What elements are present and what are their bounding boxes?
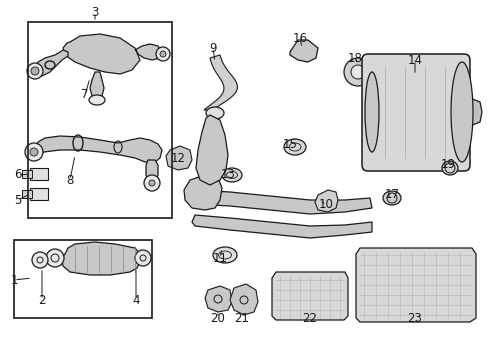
Polygon shape bbox=[204, 286, 231, 312]
Polygon shape bbox=[192, 215, 371, 238]
Bar bbox=[28, 22, 172, 218]
Polygon shape bbox=[192, 190, 371, 214]
Circle shape bbox=[149, 180, 155, 186]
Polygon shape bbox=[165, 146, 192, 170]
Text: 6: 6 bbox=[14, 168, 21, 181]
Polygon shape bbox=[34, 50, 68, 76]
Text: 13: 13 bbox=[220, 168, 235, 181]
Text: 4: 4 bbox=[132, 293, 140, 306]
Text: 1: 1 bbox=[10, 274, 18, 287]
Polygon shape bbox=[90, 72, 104, 98]
Ellipse shape bbox=[364, 72, 378, 152]
Text: 3: 3 bbox=[91, 5, 99, 18]
Circle shape bbox=[143, 175, 160, 191]
Text: 2: 2 bbox=[38, 293, 46, 306]
Circle shape bbox=[46, 249, 64, 267]
Text: 9: 9 bbox=[209, 41, 216, 54]
Text: 15: 15 bbox=[282, 139, 297, 152]
Text: 16: 16 bbox=[292, 31, 307, 45]
Circle shape bbox=[160, 51, 165, 57]
Text: 23: 23 bbox=[407, 311, 422, 324]
Polygon shape bbox=[196, 115, 227, 185]
Text: 21: 21 bbox=[234, 311, 249, 324]
Circle shape bbox=[25, 143, 43, 161]
Bar bbox=[22, 190, 32, 198]
Text: 17: 17 bbox=[384, 189, 399, 202]
Ellipse shape bbox=[284, 139, 305, 155]
Polygon shape bbox=[229, 284, 258, 315]
Polygon shape bbox=[355, 248, 475, 322]
Polygon shape bbox=[135, 44, 162, 60]
Text: 19: 19 bbox=[440, 158, 454, 171]
Bar bbox=[30, 168, 48, 180]
Text: 18: 18 bbox=[347, 51, 362, 64]
Ellipse shape bbox=[205, 107, 224, 119]
Ellipse shape bbox=[89, 95, 105, 105]
Bar bbox=[14, 240, 152, 318]
Ellipse shape bbox=[441, 161, 457, 175]
Text: 14: 14 bbox=[407, 54, 422, 67]
Circle shape bbox=[32, 252, 48, 268]
Circle shape bbox=[156, 47, 170, 61]
Polygon shape bbox=[459, 98, 481, 126]
Polygon shape bbox=[183, 175, 222, 210]
Circle shape bbox=[350, 65, 364, 79]
Text: 8: 8 bbox=[66, 174, 74, 186]
Circle shape bbox=[135, 250, 151, 266]
FancyBboxPatch shape bbox=[361, 54, 469, 171]
Text: 22: 22 bbox=[302, 311, 317, 324]
Ellipse shape bbox=[213, 247, 237, 263]
Circle shape bbox=[27, 63, 43, 79]
Polygon shape bbox=[32, 136, 162, 162]
Bar bbox=[30, 188, 48, 200]
Ellipse shape bbox=[382, 191, 400, 205]
Text: 20: 20 bbox=[210, 311, 225, 324]
Polygon shape bbox=[63, 34, 140, 74]
Circle shape bbox=[343, 58, 371, 86]
Polygon shape bbox=[146, 160, 158, 182]
Ellipse shape bbox=[450, 62, 472, 162]
Polygon shape bbox=[289, 40, 317, 62]
Circle shape bbox=[30, 148, 38, 156]
Circle shape bbox=[31, 67, 39, 75]
Text: 7: 7 bbox=[81, 89, 88, 102]
Text: 12: 12 bbox=[170, 152, 185, 165]
Polygon shape bbox=[62, 242, 140, 275]
Polygon shape bbox=[203, 55, 237, 110]
Text: 10: 10 bbox=[318, 198, 333, 211]
Text: 5: 5 bbox=[14, 194, 21, 207]
Ellipse shape bbox=[222, 168, 242, 182]
Polygon shape bbox=[314, 190, 337, 212]
Text: 11: 11 bbox=[212, 252, 227, 265]
Polygon shape bbox=[271, 272, 347, 320]
Bar bbox=[22, 170, 32, 178]
